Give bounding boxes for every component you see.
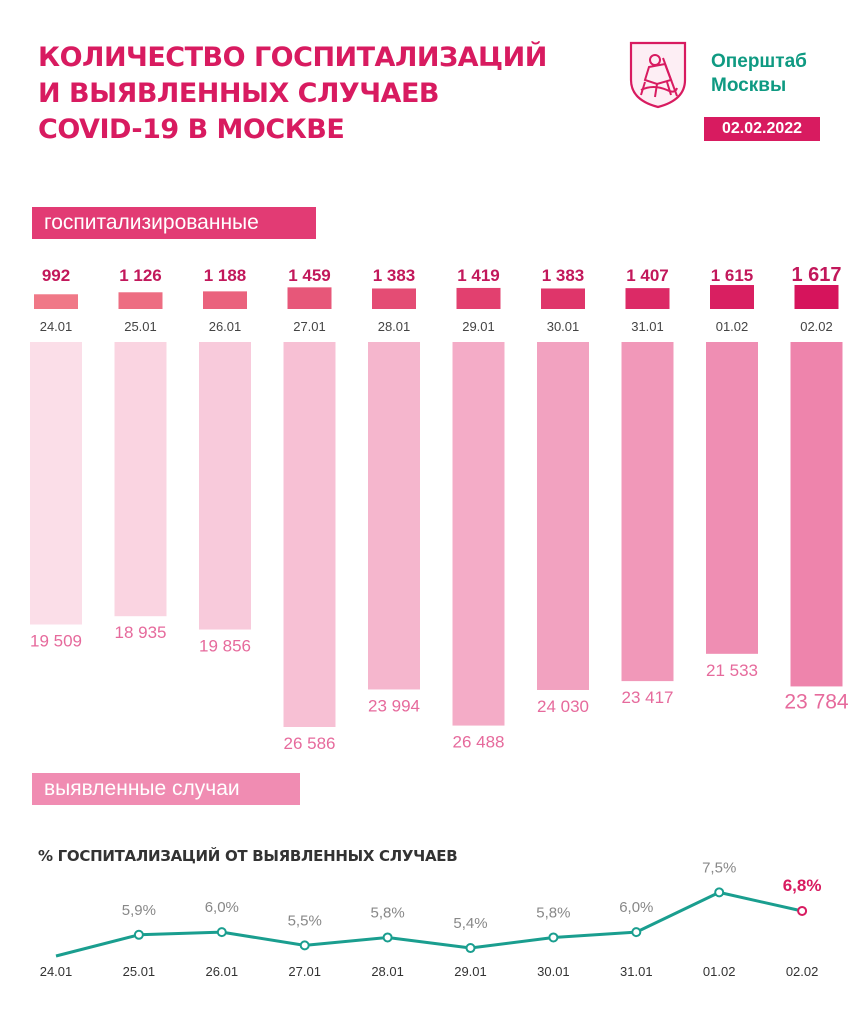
hospitalized-value-label: 992 xyxy=(42,266,70,285)
rate-point xyxy=(216,927,227,938)
cases-value-label: 24 030 xyxy=(537,697,589,716)
hospitalized-value-label: 1 459 xyxy=(288,266,331,285)
cases-value-label: 19 509 xyxy=(30,632,82,651)
cases-value-label: 19 856 xyxy=(199,637,251,656)
rate-value-label: 5,5% xyxy=(288,912,322,929)
rate-point xyxy=(382,932,393,943)
hospitalized-bar xyxy=(372,288,416,309)
hospitalized-bar xyxy=(118,292,163,309)
hospitalized-bar xyxy=(34,294,78,309)
cases-bar xyxy=(199,342,251,630)
bar-date-label: 27.01 xyxy=(293,319,326,334)
title-line-2: И ВЫЯВЛЕННЫХ СЛУЧАЕВ xyxy=(38,78,439,109)
bar-date-label: 01.02 xyxy=(716,319,749,334)
title-line-1: КОЛИЧЕСТВО ГОСПИТАЛИЗАЦИЙ xyxy=(38,42,547,73)
cases-bar xyxy=(114,342,167,617)
rate-point xyxy=(465,943,476,954)
date-badge: 02.02.2022 xyxy=(704,117,820,141)
cases-bar xyxy=(368,342,420,690)
cases-bar xyxy=(452,342,505,726)
hospitalized-bar xyxy=(710,285,754,309)
line-date-label: 02.02 xyxy=(786,964,819,979)
hospitalized-bar xyxy=(456,287,501,309)
bar-date-label: 28.01 xyxy=(378,319,411,334)
rate-point xyxy=(797,905,808,916)
hospitalized-value-label: 1 383 xyxy=(542,266,585,285)
bar-date-label: 02.02 xyxy=(800,319,833,334)
line-date-label: 26.01 xyxy=(206,964,239,979)
rate-point xyxy=(631,927,642,938)
rate-value-label: 7,5% xyxy=(702,859,736,876)
cases-bar xyxy=(706,342,758,654)
chart-title: КОЛИЧЕСТВО ГОСПИТАЛИЗАЦИЙ И ВЫЯВЛЕННЫХ С… xyxy=(38,40,547,148)
cases-value-label: 26 488 xyxy=(453,733,505,752)
rate-value-label: 6,8% xyxy=(783,876,822,895)
hospitalized-bar xyxy=(287,287,332,309)
org-line-1: Оперштаб xyxy=(711,51,807,72)
hospitalized-value-label: 1 188 xyxy=(204,266,247,285)
rate-value-label: 6,0% xyxy=(619,899,653,916)
hospitalized-value-label: 1 617 xyxy=(791,264,841,286)
cases-bar xyxy=(621,342,674,682)
hospitalized-bar xyxy=(794,285,839,309)
bar-date-label: 26.01 xyxy=(209,319,242,334)
line-date-label: 27.01 xyxy=(288,964,321,979)
cases-bar xyxy=(283,342,336,727)
org-line-2: Москвы xyxy=(711,75,787,96)
bar-date-label: 31.01 xyxy=(631,319,664,334)
hospitalized-value-label: 1 419 xyxy=(457,266,500,285)
line-date-label: 31.01 xyxy=(620,964,653,979)
rate-value-label: 5,9% xyxy=(122,902,156,919)
line-date-label: 25.01 xyxy=(123,964,156,979)
line-date-label: 29.01 xyxy=(454,964,487,979)
bar-date-label: 24.01 xyxy=(40,319,73,334)
rate-value-label: 5,4% xyxy=(453,915,487,932)
bar-date-label: 25.01 xyxy=(124,319,157,334)
line-date-label: 24.01 xyxy=(40,964,73,979)
hospitalized-bar xyxy=(541,288,585,309)
rate-value-label: 6,0% xyxy=(205,899,239,916)
cases-value-label: 23 784 xyxy=(784,690,849,713)
cases-bar xyxy=(30,342,82,625)
line-date-label: 28.01 xyxy=(371,964,404,979)
cases-value-label: 21 533 xyxy=(706,661,758,680)
rate-point xyxy=(714,887,725,898)
cases-value-label: 18 935 xyxy=(115,623,167,642)
rate-point xyxy=(299,940,310,951)
bar-date-label: 30.01 xyxy=(547,319,580,334)
rate-point xyxy=(548,932,559,943)
title-line-3: COVID-19 В МОСКВЕ xyxy=(38,114,345,145)
cases-bar xyxy=(790,342,843,687)
bar-date-label: 29.01 xyxy=(462,319,495,334)
cases-value-label: 23 994 xyxy=(368,696,420,715)
moscow-emblem-icon xyxy=(629,41,687,109)
hospitalized-bar xyxy=(203,291,247,309)
rate-line xyxy=(55,890,803,958)
rate-chart-title: % ГОСПИТАЛИЗАЦИЙ ОТ ВЫЯВЛЕННЫХ СЛУЧАЕВ xyxy=(38,847,458,865)
rate-value-label: 5,8% xyxy=(370,904,404,921)
hospitalized-value-label: 1 615 xyxy=(711,266,754,285)
hospitalized-bar xyxy=(625,288,670,309)
hospitalized-value-label: 1 126 xyxy=(119,266,162,285)
line-date-label: 01.02 xyxy=(703,964,736,979)
cases-value-label: 26 586 xyxy=(284,734,336,753)
hospitalized-value-label: 1 407 xyxy=(626,266,669,285)
rate-point xyxy=(133,929,144,940)
hospitalized-label: госпитализированные xyxy=(32,207,316,239)
org-name: Оперштаб Москвы xyxy=(711,50,807,98)
line-date-label: 30.01 xyxy=(537,964,570,979)
hospitalized-value-label: 1 383 xyxy=(373,266,416,285)
cases-value-label: 23 417 xyxy=(622,688,674,707)
cases-bar xyxy=(537,342,589,690)
rate-value-label: 5,8% xyxy=(536,904,570,921)
cases-label: выявленные случаи xyxy=(32,773,300,805)
